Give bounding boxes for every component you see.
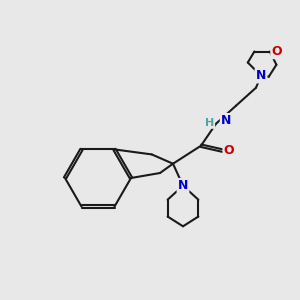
Text: N: N	[178, 179, 188, 192]
Text: O: O	[224, 144, 234, 157]
Text: N: N	[256, 69, 266, 82]
Text: N: N	[221, 114, 231, 127]
Text: O: O	[272, 45, 282, 58]
Text: H: H	[205, 118, 214, 128]
